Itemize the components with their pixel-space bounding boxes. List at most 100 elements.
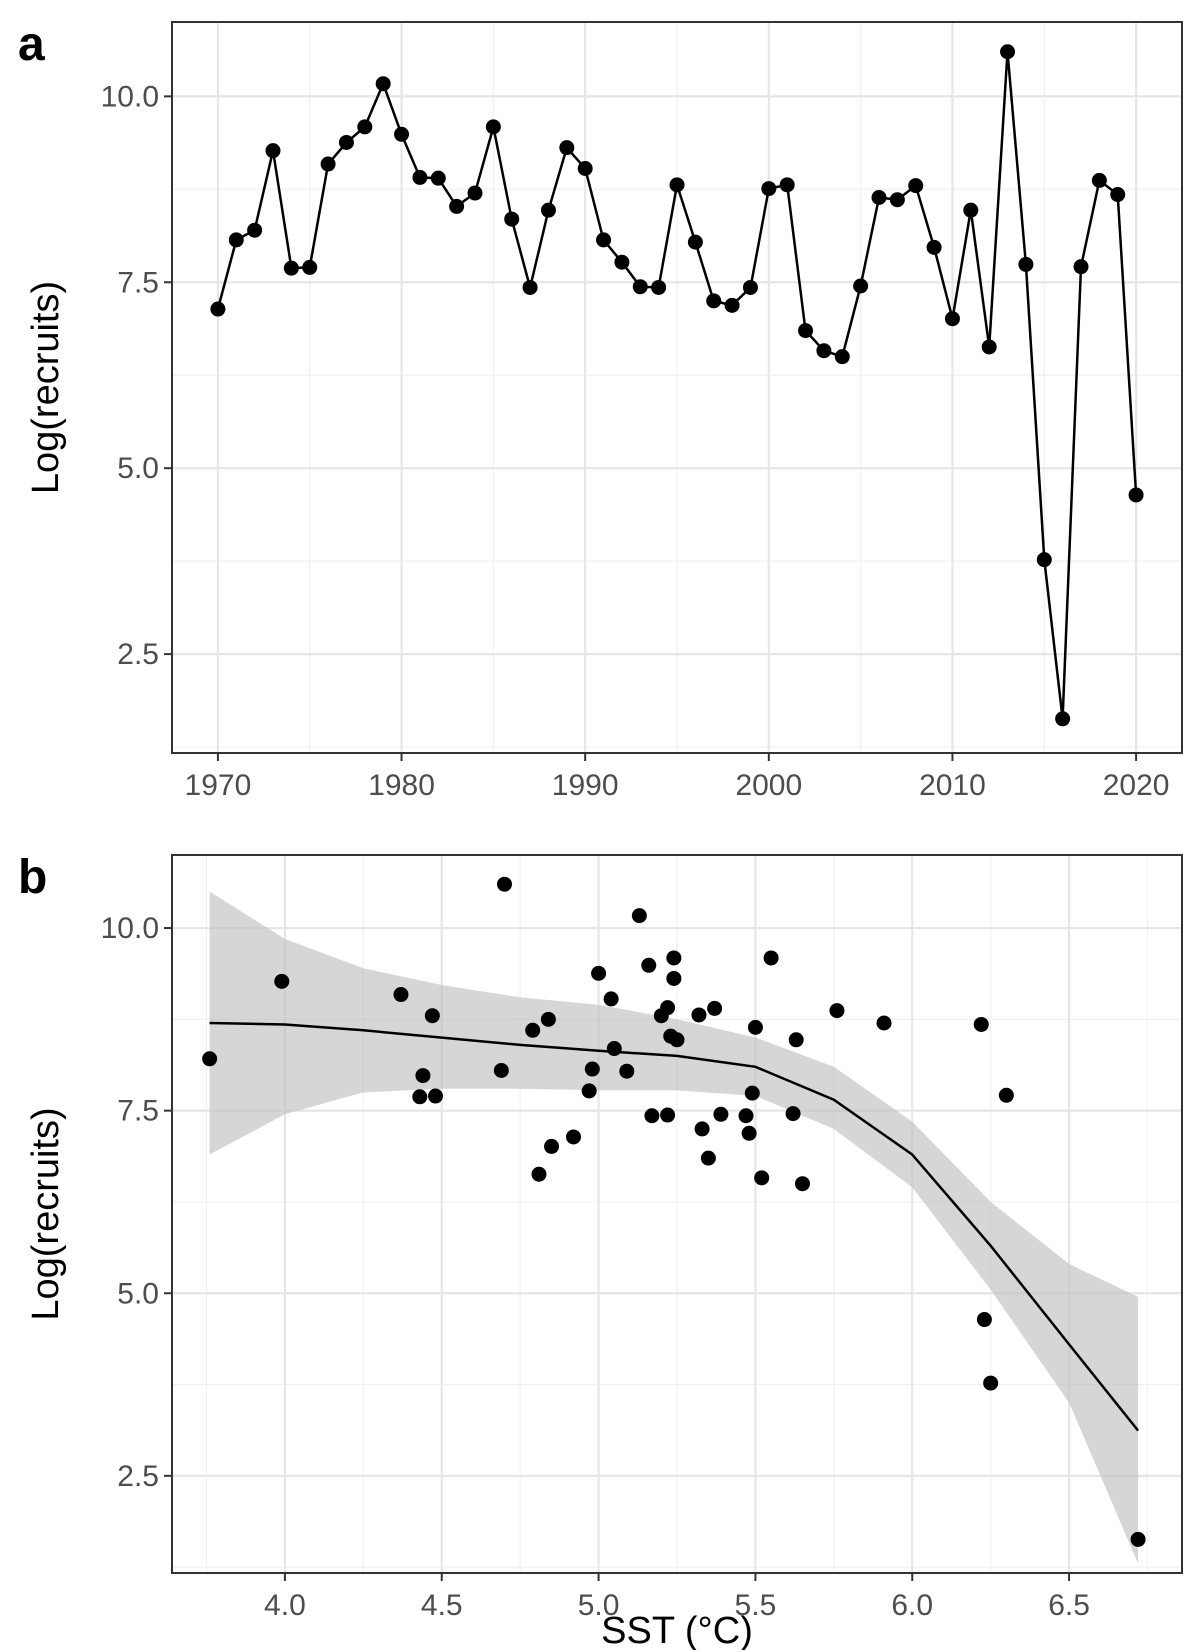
data-point	[779, 177, 795, 193]
y-tick-label: 2.5	[117, 1460, 159, 1493]
data-point	[1128, 487, 1144, 503]
data-point	[788, 1032, 804, 1048]
data-point	[666, 950, 682, 966]
data-point	[973, 1016, 989, 1032]
y-axis-title: Log(recruits)	[25, 281, 67, 494]
data-point	[798, 323, 814, 339]
data-point	[660, 1000, 676, 1016]
data-point	[889, 192, 905, 208]
data-point	[763, 950, 779, 966]
y-tick-label: 10.0	[101, 80, 159, 113]
data-point	[504, 211, 520, 227]
data-point	[496, 876, 512, 892]
data-point	[707, 1000, 723, 1016]
data-point	[660, 1107, 676, 1123]
y-axis-title: Log(recruits)	[25, 1107, 67, 1320]
data-point	[706, 293, 722, 309]
data-point	[641, 957, 657, 973]
data-point	[694, 1121, 710, 1137]
data-point	[816, 343, 832, 359]
data-point	[631, 908, 647, 924]
data-point	[1110, 187, 1126, 203]
data-point	[302, 259, 318, 275]
data-point	[394, 126, 410, 142]
data-point	[424, 1008, 440, 1024]
x-tick-label: 6.5	[1048, 1589, 1090, 1622]
data-point	[247, 222, 263, 238]
confidence-band	[209, 891, 1139, 1564]
panel-a-time-series: 2.5 5.0 7.5 10.0 1970 1980 1990 2000 2010 2020 Log…	[18, 18, 1183, 802]
data-point	[522, 279, 538, 295]
data-point	[430, 170, 446, 186]
data-point	[1000, 44, 1016, 60]
y-tick-label: 5.0	[117, 452, 159, 485]
x-tick-label: 6.0	[891, 1589, 933, 1622]
data-point	[577, 160, 593, 176]
data-point	[544, 1138, 560, 1154]
x-tick-label: 4.0	[264, 1589, 306, 1622]
data-point	[713, 1106, 729, 1122]
data-point	[632, 279, 648, 295]
data-point	[614, 254, 630, 270]
data-point	[754, 1170, 770, 1186]
data-point	[1091, 172, 1107, 188]
panel-border	[171, 21, 1183, 754]
data-point	[669, 1032, 685, 1048]
data-point	[1073, 259, 1089, 275]
data-point	[1130, 1531, 1146, 1547]
data-point	[1018, 256, 1034, 272]
x-tick-label: 5.0	[578, 1589, 620, 1622]
data-point	[834, 349, 850, 365]
data-point	[651, 279, 667, 295]
data-point	[531, 1166, 547, 1182]
data-point	[687, 234, 703, 250]
data-point	[742, 279, 758, 295]
data-point	[393, 987, 409, 1003]
data-point	[963, 202, 979, 218]
panel-border	[171, 854, 1183, 1574]
y-tick-label: 2.5	[117, 638, 159, 671]
data-point	[228, 232, 244, 248]
data-point	[565, 1129, 581, 1145]
data-point	[338, 134, 354, 150]
data-point	[738, 1108, 754, 1124]
data-point	[700, 1150, 716, 1166]
data-point	[603, 991, 619, 1007]
panel-label: a	[18, 18, 45, 71]
data-point	[596, 232, 612, 248]
data-point	[265, 143, 281, 159]
data-point	[581, 1083, 597, 1099]
y-tick-label: 5.0	[117, 1277, 159, 1310]
data-point	[202, 1051, 218, 1067]
data-point	[619, 1063, 635, 1079]
data-point	[210, 301, 226, 317]
y-tick-label: 10.0	[101, 912, 159, 945]
data-point	[559, 140, 575, 156]
x-tick-label: 1990	[552, 769, 619, 802]
y-tick-label: 7.5	[117, 266, 159, 299]
data-point	[666, 970, 682, 986]
data-point	[644, 1108, 660, 1124]
data-point	[761, 181, 777, 197]
data-point	[794, 1176, 810, 1192]
data-point	[669, 177, 685, 193]
data-point	[1036, 552, 1052, 568]
x-tick-label: 1970	[185, 769, 252, 802]
data-point	[283, 260, 299, 276]
data-point	[744, 1085, 760, 1101]
data-point	[983, 1375, 999, 1391]
data-point	[785, 1106, 801, 1122]
data-point	[926, 239, 942, 255]
data-point	[998, 1087, 1014, 1103]
data-point	[853, 278, 869, 294]
data-point	[976, 1312, 992, 1328]
data-point	[412, 169, 428, 185]
data-point	[981, 339, 997, 355]
data-point	[591, 965, 607, 981]
data-point	[829, 1003, 845, 1019]
data-point	[357, 119, 373, 135]
data-point	[944, 311, 960, 327]
data-point	[427, 1088, 443, 1104]
smooth-fit-line	[209, 1021, 1140, 1432]
